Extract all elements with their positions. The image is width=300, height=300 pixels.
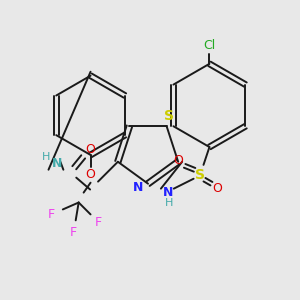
- Text: N: N: [133, 181, 143, 194]
- Text: N: N: [52, 157, 63, 170]
- Text: S: S: [164, 110, 174, 123]
- Text: F: F: [47, 208, 55, 221]
- Text: O: O: [212, 182, 222, 195]
- Text: N: N: [163, 186, 173, 199]
- Text: S: S: [194, 168, 205, 182]
- Text: H: H: [42, 152, 51, 162]
- Text: H: H: [165, 199, 173, 208]
- Text: O: O: [173, 154, 183, 167]
- Text: F: F: [70, 226, 77, 239]
- Text: O: O: [85, 143, 95, 156]
- Text: Cl: Cl: [203, 40, 216, 52]
- Text: O: O: [85, 168, 95, 181]
- Text: F: F: [95, 216, 102, 229]
